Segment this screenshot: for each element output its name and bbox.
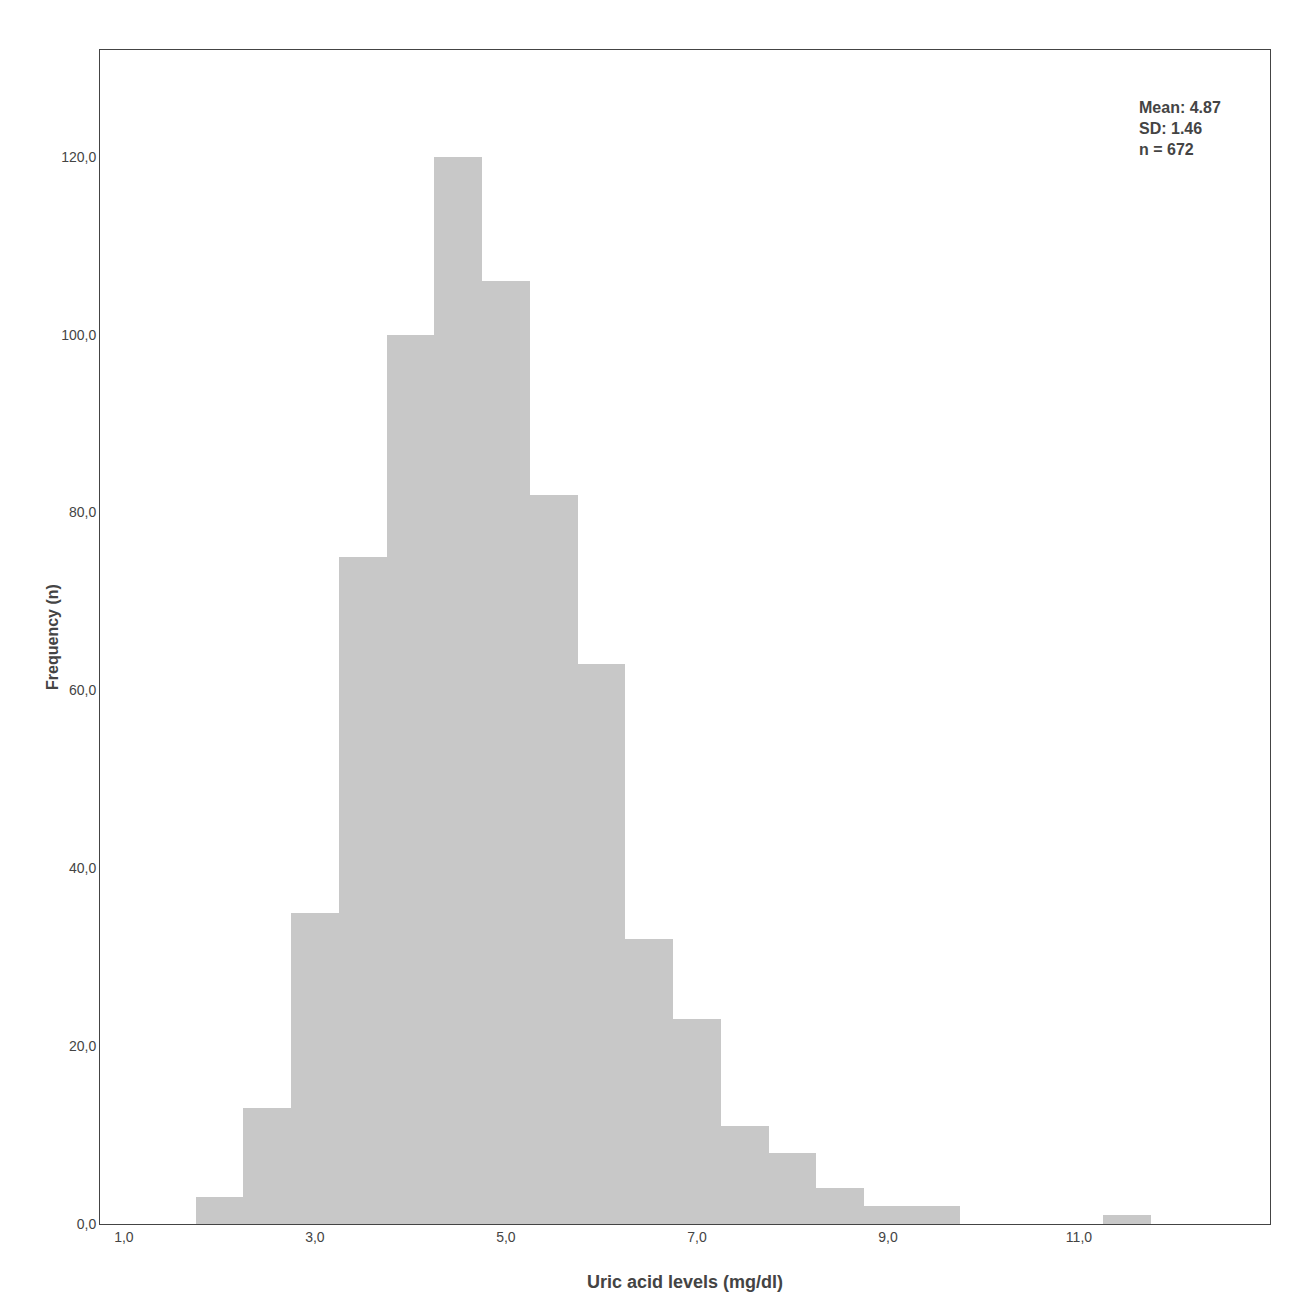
- svg-text:7,0: 7,0: [687, 1229, 707, 1245]
- svg-text:20,0: 20,0: [69, 1038, 96, 1054]
- svg-text:120,0: 120,0: [61, 149, 96, 165]
- svg-text:3,0: 3,0: [305, 1229, 325, 1245]
- svg-text:80,0: 80,0: [69, 504, 96, 520]
- svg-text:60,0: 60,0: [69, 682, 96, 698]
- svg-text:1,0: 1,0: [114, 1229, 134, 1245]
- svg-text:0,0: 0,0: [77, 1216, 97, 1232]
- svg-text:Frequency (n): Frequency (n): [44, 584, 61, 690]
- svg-text:100,0: 100,0: [61, 327, 96, 343]
- svg-text:Uric acid levels (mg/dl): Uric acid levels (mg/dl): [587, 1272, 783, 1292]
- svg-text:40,0: 40,0: [69, 860, 96, 876]
- svg-text:9,0: 9,0: [878, 1229, 898, 1245]
- svg-text:Mean: 4.87SD: 1.46n = 672: Mean: 4.87SD: 1.46n = 672: [1139, 99, 1221, 158]
- svg-text:5,0: 5,0: [496, 1229, 516, 1245]
- svg-text:11,0: 11,0: [1066, 1229, 1092, 1245]
